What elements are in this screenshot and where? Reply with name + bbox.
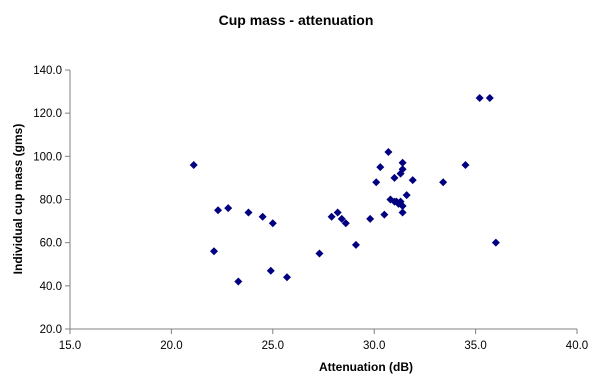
data-point — [398, 201, 407, 210]
x-tick-label: 40.0 — [566, 340, 588, 352]
y-tick-label: 140.0 — [33, 65, 62, 77]
data-point — [398, 165, 407, 174]
y-axis-title: Individual cup mass (gms) — [11, 124, 25, 275]
data-point — [491, 238, 500, 247]
y-tick-label: 120.0 — [33, 108, 62, 120]
data-point — [333, 208, 342, 217]
data-point — [282, 273, 291, 282]
data-point — [327, 212, 336, 221]
data-point — [485, 94, 494, 103]
data-point — [366, 214, 375, 223]
x-axis-ticks: 15.0 20.0 25.0 30.0 35.0 40.0 — [59, 329, 588, 352]
y-tick-label: 20.0 — [40, 324, 62, 336]
data-point — [234, 277, 243, 286]
x-tick-label: 25.0 — [262, 340, 284, 352]
y-tick-label: 80.0 — [40, 195, 62, 207]
data-point — [351, 240, 360, 249]
y-axis-ticks: 20.0 40.0 60.0 80.0 100.0 120.0 140.0 — [33, 65, 70, 336]
x-tick-label: 15.0 — [59, 340, 81, 352]
y-tick-label: 40.0 — [40, 281, 62, 293]
data-point — [224, 204, 233, 213]
y-tick-label: 100.0 — [33, 151, 62, 163]
data-point — [337, 214, 346, 223]
data-point — [390, 173, 399, 182]
x-tick-label: 30.0 — [363, 340, 385, 352]
data-point — [244, 208, 253, 217]
data-point — [266, 266, 275, 275]
data-point — [341, 219, 350, 228]
data-point — [315, 249, 324, 258]
x-axis-title: Attenuation (dB) — [319, 360, 413, 374]
data-point — [439, 178, 448, 187]
data-point — [402, 191, 411, 200]
x-tick-label: 20.0 — [160, 340, 182, 352]
data-point — [258, 212, 267, 221]
data-point — [384, 148, 393, 157]
data-point — [408, 176, 417, 185]
data-point — [372, 178, 381, 187]
data-point — [376, 163, 385, 172]
data-point — [189, 160, 198, 169]
y-tick-label: 60.0 — [40, 238, 62, 250]
data-point — [398, 208, 407, 217]
data-point — [475, 94, 484, 103]
data-point — [268, 219, 277, 228]
data-points — [189, 94, 500, 286]
data-point — [398, 158, 407, 167]
data-point — [214, 206, 223, 215]
data-point — [461, 160, 470, 169]
x-tick-label: 35.0 — [464, 340, 486, 352]
data-point — [380, 210, 389, 219]
data-point — [209, 247, 218, 256]
chart-title: Cup mass - attenuation — [219, 12, 374, 28]
